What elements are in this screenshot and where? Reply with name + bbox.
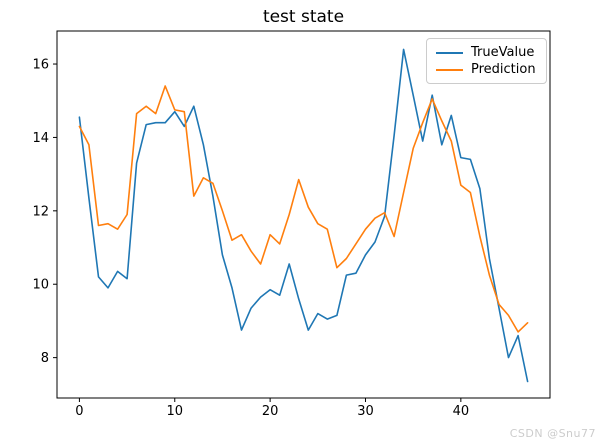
chart-title: test state xyxy=(262,7,345,27)
legend-label-prediction: Prediction xyxy=(471,62,536,77)
plot-frame xyxy=(56,30,551,399)
x-tick-label: 20 xyxy=(262,404,279,419)
x-tick-label: 0 xyxy=(75,404,83,419)
y-tick-label: 10 xyxy=(32,278,49,293)
x-tick-label: 10 xyxy=(166,404,183,419)
y-tick-label: 12 xyxy=(32,204,49,219)
legend: TrueValue Prediction xyxy=(426,38,547,84)
legend-line-sample-truevalue xyxy=(436,51,463,54)
y-tick-label: 14 xyxy=(32,131,49,146)
legend-label-truevalue: TrueValue xyxy=(471,45,535,60)
legend-line-sample-prediction xyxy=(436,68,463,71)
x-tick-label: 40 xyxy=(453,404,470,419)
watermark: CSDN @Snu77 xyxy=(509,427,596,440)
y-tick-label: 16 xyxy=(32,58,49,73)
x-tick-label: 30 xyxy=(357,404,374,419)
legend-item-truevalue: TrueValue xyxy=(436,44,538,61)
legend-item-prediction: Prediction xyxy=(436,61,538,78)
y-tick-label: 8 xyxy=(41,351,49,366)
series-line-truevalue xyxy=(78,48,529,383)
series-line-prediction xyxy=(78,85,529,333)
